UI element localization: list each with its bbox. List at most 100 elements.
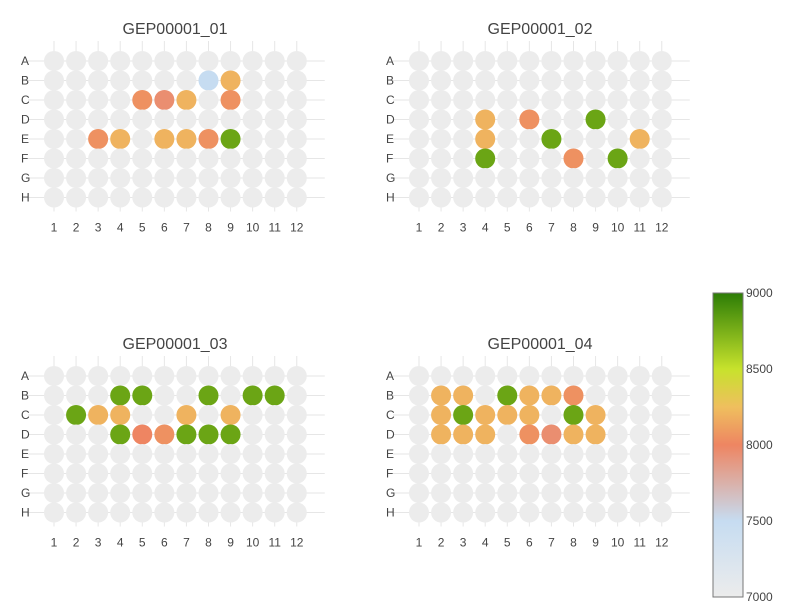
- well-D4-filled[interactable]: [475, 109, 496, 130]
- well-D10-empty[interactable]: [242, 109, 263, 130]
- well-E7-empty[interactable]: [176, 444, 197, 464]
- well-B6-empty[interactable]: [154, 70, 175, 91]
- well-H10-empty[interactable]: [607, 187, 628, 208]
- well-D1-empty[interactable]: [44, 424, 64, 445]
- well-A4-empty[interactable]: [110, 51, 131, 71]
- well-E2-empty[interactable]: [66, 444, 87, 464]
- well-H1-empty[interactable]: [409, 502, 429, 523]
- well-C3-empty[interactable]: [453, 90, 474, 110]
- well-A8-empty[interactable]: [563, 51, 584, 71]
- well-G9-empty[interactable]: [585, 483, 606, 503]
- well-H7-empty[interactable]: [541, 187, 562, 208]
- well-B1-empty[interactable]: [44, 385, 64, 406]
- well-E1-empty[interactable]: [409, 129, 429, 149]
- well-H12-empty[interactable]: [651, 502, 672, 523]
- well-G4-empty[interactable]: [475, 168, 496, 188]
- well-G9-empty[interactable]: [220, 168, 241, 188]
- well-F10-empty[interactable]: [242, 148, 263, 169]
- well-E6-empty[interactable]: [519, 444, 540, 464]
- well-H7-empty[interactable]: [541, 502, 562, 523]
- well-C6-empty[interactable]: [154, 405, 175, 425]
- well-D9-empty[interactable]: [220, 109, 241, 130]
- well-B11-filled[interactable]: [264, 385, 285, 406]
- well-H4-empty[interactable]: [110, 502, 131, 523]
- well-F8-empty[interactable]: [563, 463, 584, 484]
- well-H5-empty[interactable]: [497, 187, 518, 208]
- well-C9-filled[interactable]: [220, 405, 241, 425]
- well-C7-empty[interactable]: [541, 90, 562, 110]
- well-G7-empty[interactable]: [541, 483, 562, 503]
- well-B8-empty[interactable]: [563, 70, 584, 91]
- well-B2-empty[interactable]: [431, 70, 452, 91]
- well-H4-empty[interactable]: [110, 187, 131, 208]
- well-F1-empty[interactable]: [409, 463, 429, 484]
- well-D5-empty[interactable]: [497, 109, 518, 130]
- well-B12-empty[interactable]: [286, 70, 307, 91]
- well-C9-empty[interactable]: [585, 90, 606, 110]
- well-C1-empty[interactable]: [44, 405, 64, 425]
- well-H7-empty[interactable]: [176, 502, 197, 523]
- well-B8-filled[interactable]: [563, 385, 584, 406]
- well-C10-empty[interactable]: [242, 405, 263, 425]
- well-D4-filled[interactable]: [110, 424, 131, 445]
- well-G5-empty[interactable]: [132, 168, 153, 188]
- well-F7-empty[interactable]: [176, 463, 197, 484]
- well-H8-empty[interactable]: [198, 502, 219, 523]
- well-F9-empty[interactable]: [220, 148, 241, 169]
- well-C5-empty[interactable]: [132, 405, 153, 425]
- well-E6-filled[interactable]: [154, 129, 175, 149]
- well-B3-empty[interactable]: [453, 70, 474, 91]
- well-B3-empty[interactable]: [88, 70, 109, 91]
- well-F4-empty[interactable]: [110, 463, 131, 484]
- well-C8-empty[interactable]: [563, 90, 584, 110]
- well-C5-empty[interactable]: [497, 90, 518, 110]
- well-C8-empty[interactable]: [198, 405, 219, 425]
- well-A7-empty[interactable]: [176, 366, 197, 386]
- well-F8-empty[interactable]: [198, 463, 219, 484]
- well-G5-empty[interactable]: [497, 483, 518, 503]
- well-E11-empty[interactable]: [629, 444, 650, 464]
- well-H5-empty[interactable]: [132, 187, 153, 208]
- well-G6-empty[interactable]: [154, 483, 175, 503]
- well-E11-empty[interactable]: [264, 129, 285, 149]
- well-C3-filled[interactable]: [88, 405, 109, 425]
- well-G12-empty[interactable]: [286, 483, 307, 503]
- well-D12-empty[interactable]: [651, 424, 672, 445]
- well-H6-empty[interactable]: [154, 187, 175, 208]
- well-B1-empty[interactable]: [44, 70, 64, 91]
- well-H8-empty[interactable]: [198, 187, 219, 208]
- well-C7-filled[interactable]: [176, 405, 197, 425]
- well-G9-empty[interactable]: [220, 483, 241, 503]
- well-D8-filled[interactable]: [563, 424, 584, 445]
- well-D1-empty[interactable]: [409, 109, 429, 130]
- well-E3-empty[interactable]: [453, 444, 474, 464]
- well-D3-empty[interactable]: [453, 109, 474, 130]
- well-G10-empty[interactable]: [242, 483, 263, 503]
- well-H6-empty[interactable]: [519, 502, 540, 523]
- well-C11-empty[interactable]: [629, 90, 650, 110]
- well-H11-empty[interactable]: [629, 187, 650, 208]
- well-F4-filled[interactable]: [475, 148, 496, 169]
- well-H7-empty[interactable]: [176, 187, 197, 208]
- well-A6-empty[interactable]: [154, 366, 175, 386]
- well-G4-empty[interactable]: [110, 483, 131, 503]
- well-F6-empty[interactable]: [519, 148, 540, 169]
- well-G10-empty[interactable]: [242, 168, 263, 188]
- well-G12-empty[interactable]: [286, 168, 307, 188]
- well-G9-empty[interactable]: [585, 168, 606, 188]
- well-D10-empty[interactable]: [242, 424, 263, 445]
- well-B4-empty[interactable]: [475, 385, 496, 406]
- well-E11-empty[interactable]: [264, 444, 285, 464]
- well-C4-filled[interactable]: [475, 405, 496, 425]
- well-A11-empty[interactable]: [264, 366, 285, 386]
- well-A7-empty[interactable]: [176, 51, 197, 71]
- well-D7-empty[interactable]: [176, 109, 197, 130]
- well-C9-filled[interactable]: [220, 90, 241, 110]
- well-B7-empty[interactable]: [176, 385, 197, 406]
- well-A9-empty[interactable]: [220, 366, 241, 386]
- well-C2-filled[interactable]: [431, 405, 452, 425]
- well-E10-empty[interactable]: [607, 444, 628, 464]
- well-D10-empty[interactable]: [607, 424, 628, 445]
- well-H8-empty[interactable]: [563, 502, 584, 523]
- well-H11-empty[interactable]: [264, 502, 285, 523]
